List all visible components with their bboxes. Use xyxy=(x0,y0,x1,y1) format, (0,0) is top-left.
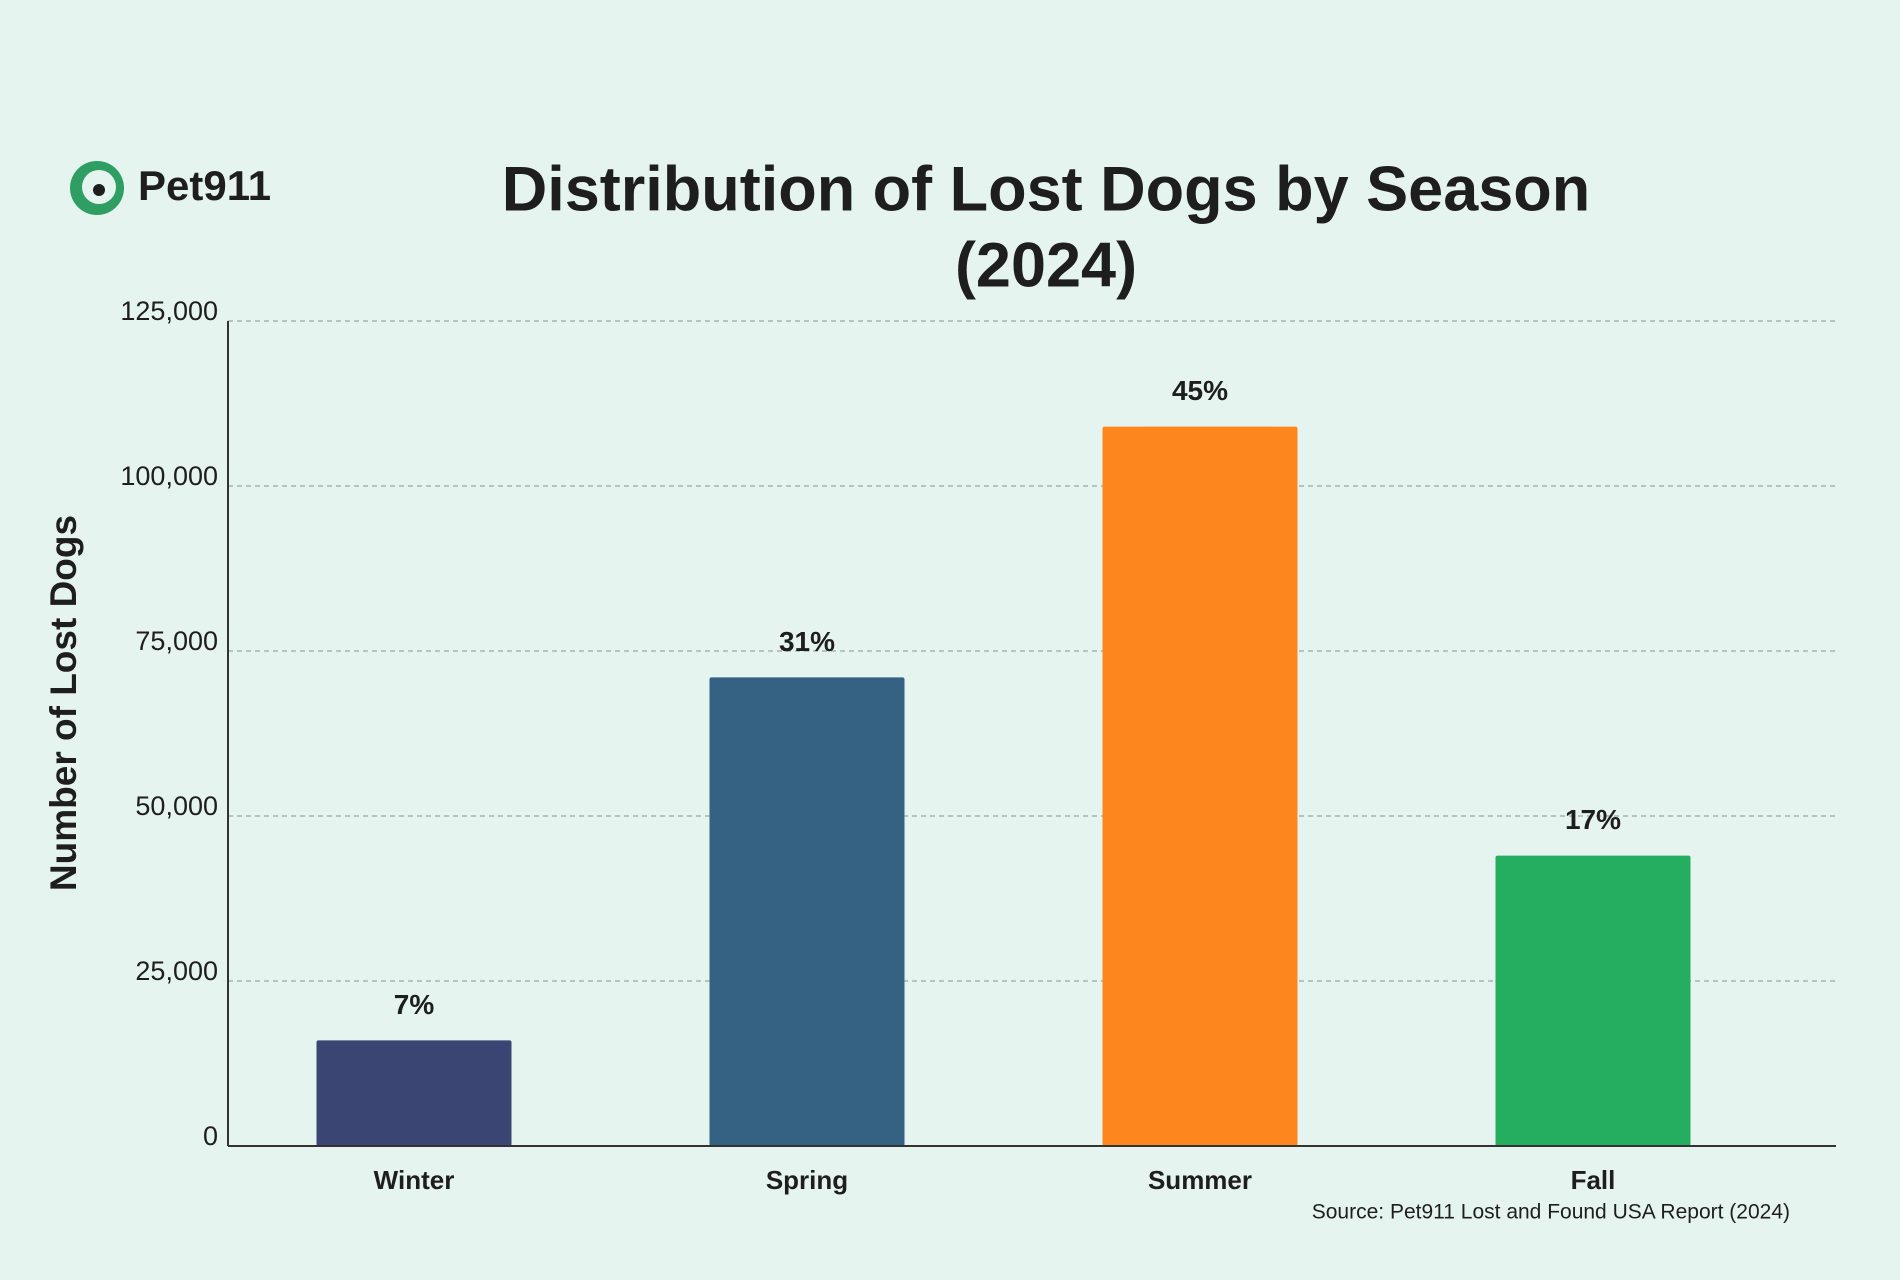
logo: Pet911 xyxy=(70,161,271,215)
data-label: 7% xyxy=(394,989,435,1020)
data-label: 31% xyxy=(779,626,835,657)
bar xyxy=(1495,855,1691,1146)
y-axis-label: Number of Lost Dogs xyxy=(43,515,84,891)
chart-title: (2024) xyxy=(955,231,1137,301)
bar xyxy=(709,677,905,1146)
bar xyxy=(1102,426,1298,1147)
y-tick-label: 75,000 xyxy=(135,626,218,656)
y-tick-label: 50,000 xyxy=(135,791,218,821)
x-tick-label: Winter xyxy=(374,1165,455,1195)
grid: 0 25,000 50,000 75,000 100,000 125,000 xyxy=(120,296,1836,1151)
x-tick-label: Fall xyxy=(1571,1165,1616,1195)
bar xyxy=(316,1040,512,1146)
y-tick-label: 0 xyxy=(203,1121,218,1151)
y-tick-label: 25,000 xyxy=(135,956,218,986)
x-tick-label: Spring xyxy=(766,1165,848,1195)
data-label: 17% xyxy=(1565,804,1621,835)
data-label: 45% xyxy=(1172,375,1228,406)
y-tick-label: 100,000 xyxy=(120,461,218,491)
brand: Pet911 xyxy=(138,162,271,209)
chart-title: Distribution of Lost Dogs by Season xyxy=(502,155,1591,225)
y-tick-label: 125,000 xyxy=(120,296,218,326)
logo-paw xyxy=(93,184,105,196)
bars: 7% Winter 31% Spring 45% Summer 17% Fall xyxy=(316,375,1691,1195)
x-tick-label: Summer xyxy=(1148,1165,1252,1195)
source: Source: Pet911 Lost and Found USA Report… xyxy=(1312,1201,1790,1224)
